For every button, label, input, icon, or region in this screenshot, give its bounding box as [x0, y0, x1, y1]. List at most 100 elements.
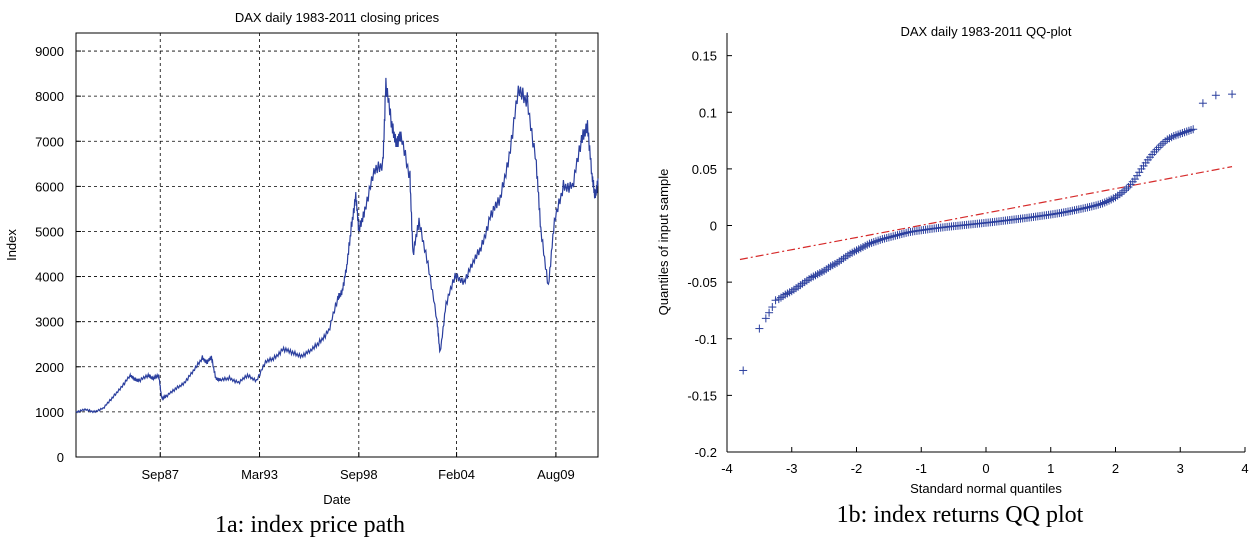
qq-point	[776, 293, 785, 302]
price-ytick-label: 7000	[35, 134, 64, 149]
qq-point	[761, 314, 770, 323]
qq-xtick-label: -4	[721, 461, 733, 476]
price-path-axes-frame	[75, 32, 599, 458]
qq-point	[999, 216, 1008, 225]
qq-point	[807, 273, 816, 282]
qq-point	[1171, 131, 1180, 140]
qq-point	[1096, 200, 1105, 209]
qq-point	[828, 261, 837, 270]
price-path-chart: 0 1000 2000 3000 4000 5000 6000 7000 8000 9000 Sep…	[4, 10, 599, 507]
qq-point	[771, 296, 780, 305]
qq-point	[1038, 211, 1047, 220]
qq-point	[1005, 216, 1014, 225]
qq-point	[820, 266, 829, 275]
qq-point	[1064, 207, 1073, 216]
qq-point	[1182, 127, 1191, 136]
price-ytick-label: 6000	[35, 179, 64, 194]
qq-plot-title: DAX daily 1983-2011 QQ-plot	[900, 24, 1071, 39]
qq-plot-chart: -0.2 -0.15 -0.1 -0.05 0 0.05 0.1 0.15 -4 -3 -2 -1 0 1…	[656, 24, 1249, 496]
qq-point	[846, 249, 855, 258]
qq-point	[899, 229, 908, 238]
qq-point	[867, 238, 876, 247]
price-ytick-label: 2000	[35, 360, 64, 375]
qq-point	[841, 252, 850, 261]
qq-point	[817, 267, 826, 276]
qq-point	[1094, 200, 1103, 209]
qq-xtick-label: 0	[982, 461, 989, 476]
qq-point	[865, 239, 874, 248]
qq-point	[1198, 99, 1207, 108]
qq-reference-line	[739, 166, 1233, 261]
qq-point	[1076, 204, 1085, 213]
qq-point	[1087, 202, 1096, 211]
qq-xtick-label: 4	[1241, 461, 1248, 476]
qq-point	[1113, 191, 1122, 200]
price-xtick-label: Sep87	[141, 467, 179, 482]
qq-point	[895, 230, 904, 239]
price-path-ylabel: Index	[4, 229, 19, 261]
qq-point	[1135, 168, 1144, 177]
qq-ytick-label: -0.1	[695, 332, 717, 347]
qq-plot-ylabel: Quantiles of input sample	[656, 169, 671, 316]
qq-point	[815, 269, 824, 278]
qq-point	[1109, 194, 1118, 203]
qq-ytick-label: -0.2	[695, 445, 717, 460]
price-ytick-label: 9000	[35, 44, 64, 59]
qq-point	[858, 243, 867, 252]
qq-point	[1184, 126, 1193, 135]
qq-point	[880, 234, 889, 243]
qq-point	[897, 230, 906, 239]
qq-point	[902, 228, 911, 237]
qq-point	[826, 262, 835, 271]
qq-point	[1070, 206, 1079, 215]
qq-point	[1012, 215, 1021, 224]
qq-xtick-label: 3	[1177, 461, 1184, 476]
qq-point	[1122, 184, 1131, 193]
qq-point	[1180, 128, 1189, 137]
qq-point	[824, 263, 833, 272]
qq-point	[850, 247, 859, 256]
price-path-grid	[76, 33, 598, 457]
qq-point	[915, 226, 924, 235]
qq-ytick-label: 0.15	[692, 49, 717, 64]
qq-point	[835, 257, 844, 266]
qq-point	[839, 254, 848, 263]
qq-point	[893, 231, 902, 240]
price-xtick-label: Aug09	[537, 467, 575, 482]
qq-point	[869, 238, 878, 247]
qq-point	[1092, 201, 1101, 210]
qq-point	[755, 324, 764, 333]
qq-point	[1025, 213, 1034, 222]
qq-point	[921, 225, 930, 234]
price-ytick-label: 3000	[35, 315, 64, 330]
qq-point	[1018, 214, 1027, 223]
qq-point	[739, 366, 748, 375]
price-path-title: DAX daily 1983-2011 closing prices	[235, 10, 440, 25]
caption-price-path: 1a: index price path	[215, 512, 405, 538]
qq-point	[1102, 197, 1111, 206]
price-xtick-label: Feb04	[438, 467, 475, 482]
qq-point	[765, 308, 774, 317]
qq-point	[805, 275, 814, 284]
caption-qq-plot: 1b: index returns QQ plot	[836, 502, 1084, 528]
qq-point	[787, 287, 796, 296]
qq-point	[1098, 199, 1107, 208]
qq-point	[1141, 158, 1150, 167]
qq-point	[822, 265, 831, 274]
qq-point	[783, 289, 792, 298]
qq-point	[1169, 132, 1178, 141]
price-ytick-label: 4000	[35, 270, 64, 285]
qq-point	[1128, 177, 1137, 186]
qq-point	[1189, 125, 1198, 134]
qq-xtick-label: 1	[1047, 461, 1054, 476]
qq-point	[1105, 196, 1114, 205]
qq-point	[1176, 129, 1185, 138]
qq-point	[1178, 129, 1187, 138]
qq-point	[809, 272, 818, 281]
qq-point	[789, 285, 798, 294]
qq-points	[739, 90, 1237, 375]
qq-ytick-label: 0.05	[692, 162, 717, 177]
qq-point	[796, 281, 805, 290]
qq-point	[876, 235, 885, 244]
